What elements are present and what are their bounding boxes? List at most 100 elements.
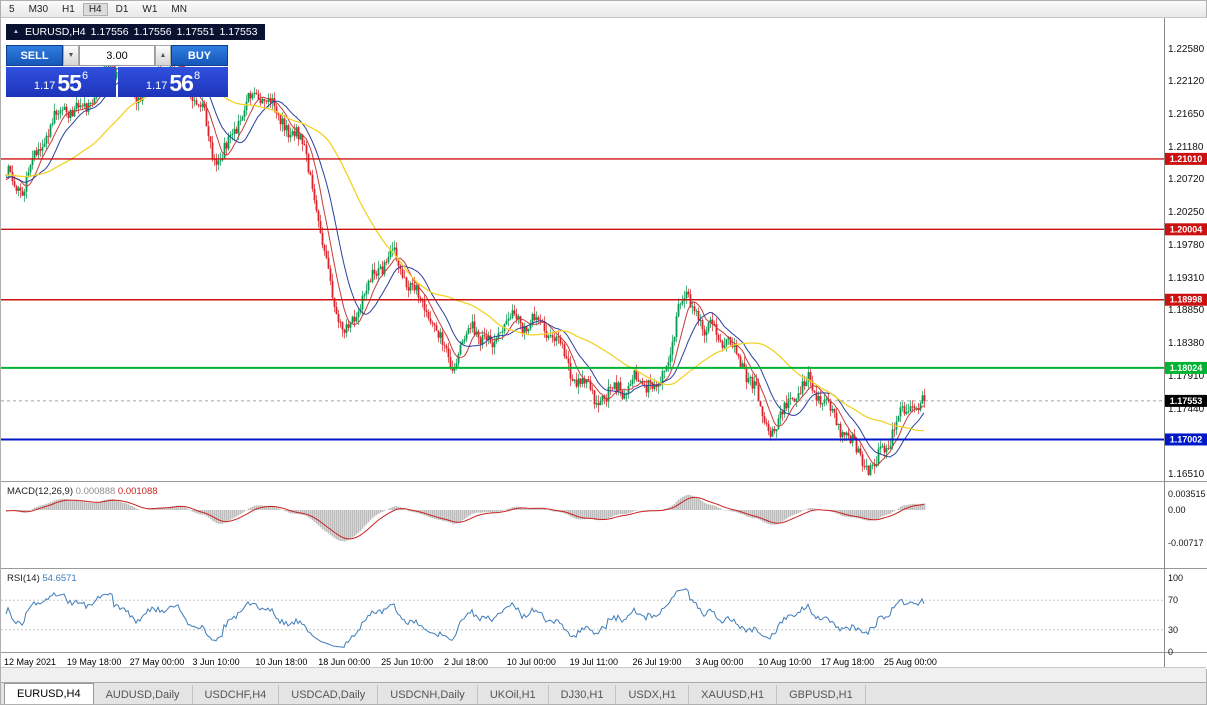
collapse-panel-arrow-icon[interactable]: ▲: [13, 29, 19, 35]
chart-tab-usdcad-daily[interactable]: USDCAD,Daily: [279, 685, 379, 704]
macd-axis[interactable]: 0.003515 0.00 -0.00717: [1168, 489, 1206, 548]
current-price-tag: [1165, 394, 1207, 407]
rsi-label: RSI(14) 54.6571: [7, 573, 77, 584]
sell-price-display[interactable]: 1.17 55 6: [6, 67, 116, 97]
chart-tab-audusd-daily[interactable]: AUDUSD,Daily: [93, 685, 193, 704]
svg-text:10 Aug 10:00: 10 Aug 10:00: [758, 657, 811, 667]
svg-text:0: 0: [1168, 647, 1173, 657]
ohlc-readout: ▲ EURUSD,H4 1.17556 1.17556 1.17551 1.17…: [6, 24, 265, 40]
svg-text:1.17440: 1.17440: [1168, 404, 1205, 415]
svg-text:27 May 00:00: 27 May 00:00: [130, 657, 185, 667]
time-axis[interactable]: 12 May 2021 19 May 18:00 27 May 00:00 3 Jun…: [4, 657, 937, 667]
svg-text:1.18380: 1.18380: [1168, 338, 1205, 349]
buy-price-pipette: 8: [193, 70, 201, 82]
svg-text:25 Aug 00:00: 25 Aug 00:00: [884, 657, 937, 667]
svg-text:1.21180: 1.21180: [1168, 142, 1204, 153]
chart-tab-ukoil-h1[interactable]: UKOil,H1: [477, 685, 549, 704]
svg-text:26 Jul 19:00: 26 Jul 19:00: [633, 657, 682, 667]
chart-canvas[interactable]: 1.22580 1.22120 1.21650 1.21180 1.20720 1.202…: [1, 18, 1207, 669]
svg-text:17 Aug 18:00: 17 Aug 18:00: [821, 657, 874, 667]
timeframe-button-m30[interactable]: M30: [28, 3, 49, 15]
ohlc-high: 1.17556: [133, 26, 172, 38]
chart-tab-xauusd-h1[interactable]: XAUUSD,H1: [689, 685, 778, 704]
chart-tab-eurusd-h4[interactable]: EURUSD,H4: [4, 683, 94, 704]
hline-1.21010-tag: [1165, 152, 1207, 165]
svg-text:10 Jul 00:00: 10 Jul 00:00: [507, 657, 556, 667]
candles: [5, 54, 926, 477]
status-strip: [1, 667, 1206, 682]
svg-text:1.20250: 1.20250: [1168, 207, 1205, 218]
svg-text:1.20004: 1.20004: [1170, 224, 1203, 234]
svg-text:3 Jun 10:00: 3 Jun 10:00: [193, 657, 240, 667]
macd-signal-line: [5, 496, 925, 540]
chart-tab-usdchf-h4[interactable]: USDCHF,H4: [192, 685, 280, 704]
hline-1.18998-tag: [1165, 293, 1207, 306]
buy-price-big: 56: [169, 70, 194, 96]
timeframe-button-w1[interactable]: W1: [142, 3, 158, 15]
svg-text:1.17553: 1.17553: [1170, 396, 1203, 406]
sell-price-prefix: 1.17: [33, 80, 56, 92]
svg-text:70: 70: [1168, 595, 1178, 605]
svg-text:1.16510: 1.16510: [1168, 469, 1205, 480]
chart-tab-gbpusd-h1[interactable]: GBPUSD,H1: [777, 685, 866, 704]
one-click-trading-panel: SELL ▼ ▲ BUY 1.17 55 6 1.17 56 8: [6, 45, 228, 97]
svg-text:1.22120: 1.22120: [1168, 76, 1205, 87]
horizontal-lines: 1.21010 1.20004 1.18998 1.18024 1.17002 1.175…: [1, 152, 1207, 446]
chart-tabs-bar: EURUSD,H4 AUDUSD,Daily USDCHF,H4 USDCAD,Dai…: [1, 682, 1206, 704]
timeframe-button-d1[interactable]: D1: [115, 3, 129, 15]
chart-tab-usdx-h1[interactable]: USDX,H1: [616, 685, 690, 704]
buy-price-prefix: 1.17: [145, 80, 168, 92]
svg-text:0.003515: 0.003515: [1168, 489, 1206, 499]
timeframe-button-h4[interactable]: H4: [82, 2, 108, 16]
timeframe-button-mn[interactable]: MN: [171, 3, 187, 15]
macd-pane: [5, 494, 926, 542]
buy-price-display[interactable]: 1.17 56 8: [118, 67, 228, 97]
rsi-level-lines: [1, 599, 1163, 631]
sell-price-pipette: 6: [81, 70, 89, 82]
ohlc-close: 1.17553: [219, 26, 258, 38]
rsi-axis[interactable]: 100 70 30 0: [1168, 573, 1183, 657]
svg-text:1.20720: 1.20720: [1168, 174, 1205, 185]
buy-button[interactable]: BUY: [171, 45, 228, 66]
timeframe-button-5[interactable]: 5: [9, 3, 15, 15]
svg-text:1.21010: 1.21010: [1170, 154, 1203, 164]
svg-text:19 May 18:00: 19 May 18:00: [67, 657, 122, 667]
hline-1.18024-tag: [1165, 361, 1207, 374]
svg-text:1.19310: 1.19310: [1168, 273, 1205, 284]
svg-text:12 May 2021: 12 May 2021: [4, 657, 56, 667]
macd-label: MACD(12,26,9) 0.000888 0.001088: [7, 486, 158, 497]
svg-text:1.17002: 1.17002: [1170, 434, 1203, 444]
sell-price-big: 55: [57, 70, 82, 96]
hline-1.17002-tag: [1165, 433, 1207, 446]
ohlc-symbol: EURUSD,H4: [24, 26, 86, 38]
lot-decrease-button[interactable]: ▼: [63, 45, 79, 66]
svg-text:3 Aug 00:00: 3 Aug 00:00: [695, 657, 743, 667]
svg-text:30: 30: [1168, 625, 1178, 635]
svg-text:1.19780: 1.19780: [1168, 240, 1205, 251]
svg-text:100: 100: [1168, 573, 1183, 583]
svg-text:25 Jun 10:00: 25 Jun 10:00: [381, 657, 433, 667]
svg-text:1.18850: 1.18850: [1168, 305, 1205, 316]
timeframe-toolbar: 5 M30 H1 H4 D1 W1 MN: [1, 1, 1206, 18]
rsi-pane: [5, 588, 925, 648]
svg-text:19 Jul 11:00: 19 Jul 11:00: [570, 657, 618, 667]
hline-1.20004-tag: [1165, 223, 1207, 236]
svg-text:1.21650: 1.21650: [1168, 109, 1205, 120]
svg-text:18 Jun 00:00: 18 Jun 00:00: [318, 657, 370, 667]
svg-text:1.18998: 1.18998: [1170, 295, 1203, 305]
timeframe-button-h1[interactable]: H1: [62, 3, 75, 15]
lot-size-input[interactable]: [79, 45, 155, 66]
chart-tab-usdcnh-daily[interactable]: USDCNH,Daily: [378, 685, 478, 704]
svg-text:1.18024: 1.18024: [1170, 363, 1203, 373]
svg-text:10 Jun 18:00: 10 Jun 18:00: [255, 657, 307, 667]
ohlc-open: 1.17556: [90, 26, 129, 38]
svg-text:0.00: 0.00: [1168, 505, 1186, 515]
chart-tab-dj30-h1[interactable]: DJ30,H1: [548, 685, 617, 704]
svg-text:2 Jul 18:00: 2 Jul 18:00: [444, 657, 488, 667]
lot-increase-button[interactable]: ▲: [155, 45, 171, 66]
ohlc-low: 1.17551: [176, 26, 215, 38]
rsi-line: [5, 588, 925, 648]
sell-button[interactable]: SELL: [6, 45, 63, 66]
chart-background[interactable]: [1, 18, 1207, 669]
